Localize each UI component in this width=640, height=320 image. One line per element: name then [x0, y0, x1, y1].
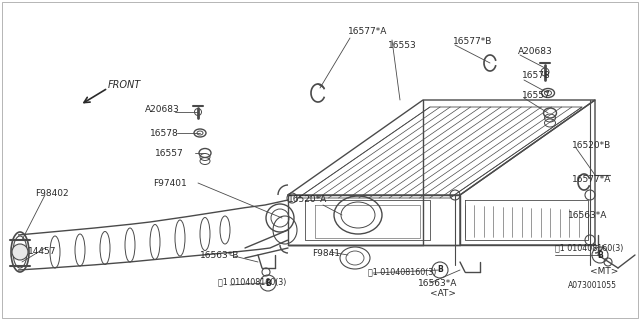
- Text: F97401: F97401: [153, 179, 187, 188]
- Text: B: B: [597, 251, 603, 260]
- Circle shape: [12, 244, 28, 260]
- Text: 16520*A: 16520*A: [288, 196, 327, 204]
- Text: A073001055: A073001055: [568, 281, 617, 290]
- Text: 16557: 16557: [155, 148, 184, 157]
- Text: A20683: A20683: [518, 47, 553, 57]
- Text: <MT>: <MT>: [590, 268, 618, 276]
- Text: 16578: 16578: [150, 129, 179, 138]
- Text: 16577*A: 16577*A: [572, 175, 611, 185]
- Text: FRONT: FRONT: [108, 80, 141, 90]
- Text: ␱1 010408160(3): ␱1 010408160(3): [555, 244, 623, 252]
- Text: 16578: 16578: [522, 70, 551, 79]
- Text: A20683: A20683: [145, 106, 180, 115]
- Text: 16577*B: 16577*B: [453, 37, 492, 46]
- Text: B: B: [437, 266, 443, 275]
- Text: ␱1 010408160(3): ␱1 010408160(3): [368, 268, 436, 276]
- Text: 16553: 16553: [388, 41, 417, 50]
- Text: F9841: F9841: [312, 249, 340, 258]
- Text: 14457: 14457: [28, 247, 56, 257]
- Text: 16520*B: 16520*B: [572, 140, 611, 149]
- Text: 16563*B: 16563*B: [200, 251, 239, 260]
- Text: ␱1 010408160(3): ␱1 010408160(3): [218, 277, 286, 286]
- Text: B: B: [265, 278, 271, 287]
- Text: 16563*A: 16563*A: [568, 211, 607, 220]
- Text: 16577*A: 16577*A: [348, 28, 387, 36]
- Text: F98402: F98402: [35, 188, 68, 197]
- Text: 16557: 16557: [522, 91, 551, 100]
- Text: 16563*A: 16563*A: [418, 278, 458, 287]
- Text: <AT>: <AT>: [430, 290, 456, 299]
